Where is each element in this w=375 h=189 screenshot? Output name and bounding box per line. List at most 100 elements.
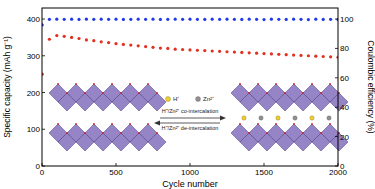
octahedron <box>276 133 294 151</box>
point <box>285 53 288 56</box>
oxygen <box>129 83 131 85</box>
oxygen <box>57 123 59 125</box>
annotation: Zn²⁺ <box>203 96 214 102</box>
octahedron <box>76 133 94 151</box>
arrow-head <box>154 121 160 126</box>
x-tick-label: 2000 <box>329 168 347 177</box>
oxygen <box>156 132 158 134</box>
point <box>151 18 154 21</box>
frame <box>42 8 338 166</box>
octahedron <box>294 93 312 111</box>
ion <box>259 116 263 120</box>
point <box>100 18 103 21</box>
point <box>248 18 251 21</box>
octahedron <box>94 133 112 151</box>
point <box>114 42 117 45</box>
point <box>181 18 184 21</box>
octahedron <box>76 93 94 111</box>
point <box>255 52 258 55</box>
octahedron <box>130 133 148 151</box>
oxygen <box>138 132 140 134</box>
x-tick-label: 500 <box>109 168 123 177</box>
octahedron <box>130 93 148 111</box>
point <box>196 49 199 52</box>
point <box>188 18 191 21</box>
point <box>225 18 228 21</box>
crystal-structure <box>49 83 166 151</box>
point <box>225 50 228 53</box>
point <box>188 48 191 51</box>
point <box>181 48 184 51</box>
octahedron <box>258 93 276 111</box>
point <box>77 18 80 21</box>
point <box>100 40 103 43</box>
oxygen <box>275 123 277 125</box>
y2-tick-label: 40 <box>340 103 349 112</box>
x-axis-label: Cycle number <box>162 179 218 189</box>
point <box>218 50 221 53</box>
octahedron <box>312 133 330 151</box>
oxygen <box>311 83 313 85</box>
point <box>248 51 251 54</box>
point <box>203 18 206 21</box>
oxygen <box>302 132 304 134</box>
point <box>262 18 265 21</box>
ion <box>276 116 280 120</box>
point <box>240 51 243 54</box>
octahedron <box>148 133 166 151</box>
y2-tick <box>335 19 338 20</box>
point <box>137 18 140 21</box>
y-tick <box>42 166 45 167</box>
y2-tick-label: 20 <box>340 133 349 142</box>
octahedron <box>294 133 312 151</box>
point <box>63 35 66 38</box>
x-tick <box>116 163 117 166</box>
x-tick <box>338 163 339 166</box>
octahedron <box>240 93 258 111</box>
x-tick-label: 1000 <box>181 168 199 177</box>
oxygen <box>239 123 241 125</box>
x-tick <box>190 163 191 166</box>
point <box>233 18 236 21</box>
point <box>174 18 177 21</box>
oxygen <box>129 123 131 125</box>
oxygen <box>102 132 104 134</box>
y-tick <box>42 55 45 56</box>
arrow <box>158 123 220 124</box>
octahedron <box>112 93 130 111</box>
point <box>129 18 132 21</box>
ion <box>242 116 246 120</box>
ion <box>327 116 331 120</box>
point <box>285 18 288 21</box>
octahedron <box>58 93 76 111</box>
oxygen <box>320 132 322 134</box>
oxygen <box>266 92 268 94</box>
oxygen <box>93 83 95 85</box>
annotation: H⁺ <box>173 96 179 102</box>
oxygen <box>248 132 250 134</box>
point <box>314 55 317 58</box>
point <box>85 38 88 41</box>
point <box>77 37 80 40</box>
point <box>292 18 295 21</box>
point <box>55 18 58 21</box>
y-tick-label: 200 <box>27 89 41 98</box>
y-tick <box>42 129 45 130</box>
y2-tick-label: 100 <box>340 15 354 24</box>
oxygen <box>120 92 122 94</box>
oxygen <box>111 83 113 85</box>
arrow <box>160 118 222 119</box>
point <box>174 48 177 51</box>
oxygen <box>311 123 313 125</box>
y-tick-label: 0 <box>36 162 41 171</box>
oxygen <box>257 123 259 125</box>
oxygen <box>138 92 140 94</box>
oxygen <box>284 132 286 134</box>
point <box>151 46 154 49</box>
point <box>314 18 317 21</box>
point <box>277 18 280 21</box>
point <box>70 18 73 21</box>
point <box>329 18 332 21</box>
point <box>92 18 95 21</box>
annotation: H⁺/Zn²⁺ co-intercalation <box>162 108 219 114</box>
